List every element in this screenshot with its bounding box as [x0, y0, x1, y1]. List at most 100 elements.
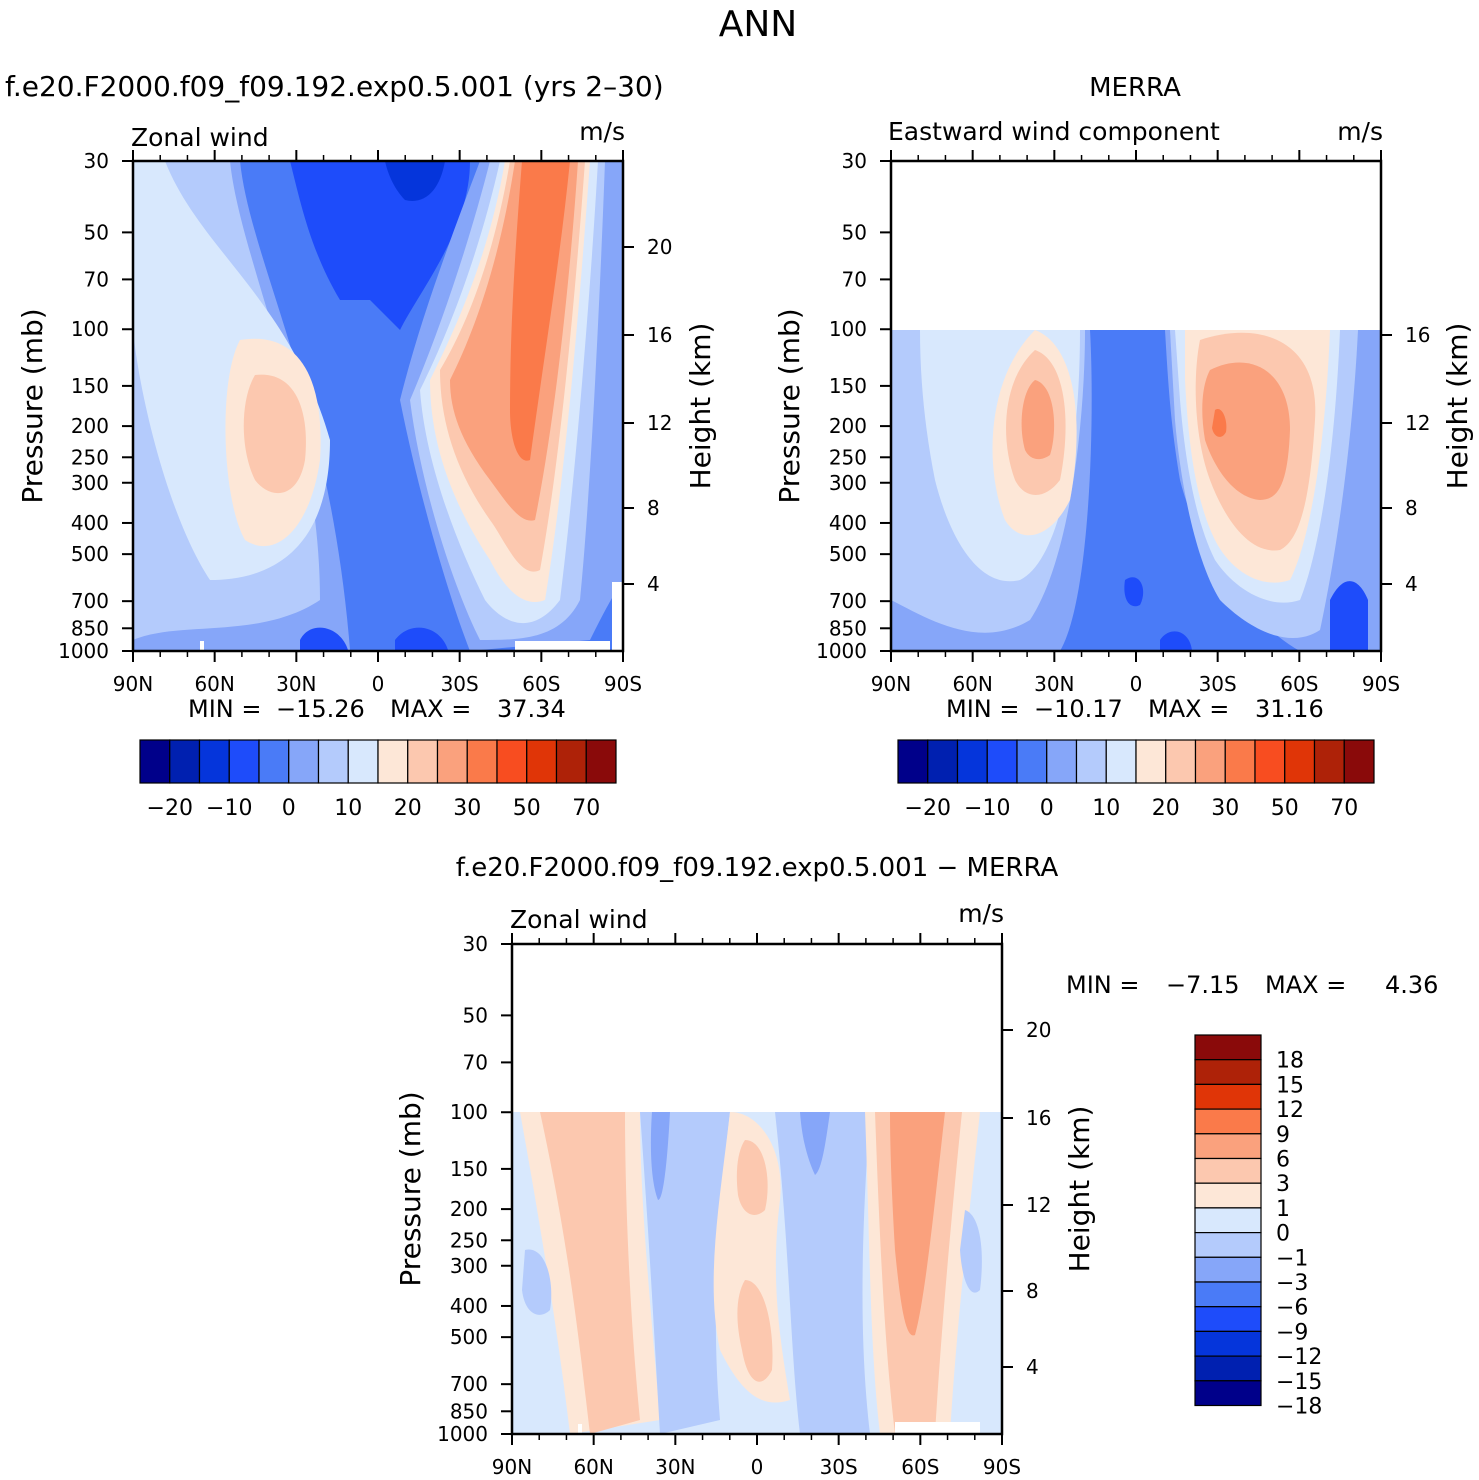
- colorbar-swatch: [986, 739, 1018, 784]
- contour-fill: [775, 1112, 870, 1434]
- contour-fill: [243, 374, 306, 494]
- lat-tick-label: 30N: [276, 672, 316, 696]
- pressure-tick-label: 100: [450, 1100, 488, 1124]
- colorbar-swatch: [897, 739, 929, 784]
- panel-obs-variable: Eastward wind component: [888, 117, 1220, 146]
- min-value: −10.17: [1034, 695, 1123, 723]
- colorbar-swatch: [198, 739, 230, 784]
- pressure-tick-label: 250: [829, 445, 867, 469]
- min-label: MIN =: [946, 695, 1019, 723]
- height-tick-label: 8: [647, 496, 660, 520]
- colorbar-swatch: [1194, 1256, 1262, 1283]
- colorbar-label: 0: [1040, 796, 1054, 821]
- colorbar-swatch: [526, 739, 558, 784]
- colorbar-label: 50: [513, 796, 541, 821]
- page-title: ANN: [719, 4, 798, 45]
- panel-model-minmax: MIN = −15.26 MAX = 37.34: [188, 695, 566, 723]
- pressure-tick-label: 200: [829, 414, 867, 438]
- pressure-tick-label: 30: [842, 149, 867, 173]
- lat-tick-label: 30S: [820, 1455, 858, 1479]
- panel-model-units: m/s: [579, 117, 625, 146]
- lat-tick-label: 90N: [113, 672, 153, 696]
- lat-tick-label: 60N: [952, 672, 992, 696]
- height-tick-label: 20: [1026, 1018, 1051, 1042]
- lat-tick-label: 30N: [655, 1455, 695, 1479]
- height-tick-label: 20: [647, 235, 672, 259]
- panel-diff-title: f.e20.F2000.f09_f09.192.exp0.5.001 − MER…: [456, 853, 1059, 883]
- colorbar-swatch: [288, 739, 320, 784]
- colorbar-swatch: [1016, 739, 1048, 784]
- colorbar-label: −3: [1276, 1271, 1308, 1296]
- colorbar-swatch: [258, 739, 290, 784]
- pressure-tick-label: 700: [829, 589, 867, 613]
- contour-fill: [540, 1112, 640, 1434]
- colorbar-swatch: [1194, 1059, 1262, 1085]
- colorbar-label: −15: [1276, 1370, 1322, 1395]
- lat-tick-label: 60S: [522, 672, 560, 696]
- pressure-tick-label: 250: [71, 445, 109, 469]
- colorbar-swatch: [228, 739, 260, 784]
- lat-tick-label: 60N: [573, 1455, 613, 1479]
- colorbar-swatch: [1194, 1034, 1262, 1061]
- colorbar-label: 70: [1330, 796, 1358, 821]
- colorbar-label: 0: [1276, 1222, 1290, 1247]
- pressure-tick-label: 1000: [437, 1422, 488, 1446]
- pressure-tick-label: 150: [71, 374, 109, 398]
- pressure-tick-label: 850: [71, 616, 109, 640]
- height-tick-label: 16: [1026, 1106, 1051, 1130]
- height-tick-label: 4: [1405, 572, 1418, 596]
- panel-model-right-ylabel: Height (km): [684, 323, 717, 490]
- lat-tick-label: 60S: [901, 1455, 939, 1479]
- missing-data: [578, 1424, 582, 1434]
- colorbar-label: 70: [572, 796, 600, 821]
- contour-fill: [1160, 631, 1192, 651]
- max-value: 31.16: [1255, 695, 1324, 723]
- pressure-tick-label: 70: [84, 267, 109, 291]
- colorbar-label: −12: [1276, 1345, 1322, 1370]
- colorbar-swatch: [347, 739, 379, 784]
- colorbar-label: 1: [1276, 1197, 1290, 1222]
- contour-fill: [385, 161, 445, 201]
- lat-tick-label: 90S: [604, 672, 642, 696]
- colorbar-swatch: [1194, 1083, 1262, 1110]
- pressure-tick-label: 70: [842, 267, 867, 291]
- lat-tick-label: 30N: [1034, 672, 1074, 696]
- lat-tick-label: 0: [1130, 672, 1143, 696]
- panel-diff-ylabel: Pressure (mb): [394, 1091, 427, 1286]
- colorbar-label: 20: [394, 796, 422, 821]
- lat-tick-label: 90S: [983, 1455, 1021, 1479]
- contour-fill: [1124, 577, 1144, 607]
- colorbar-swatch: [436, 739, 468, 784]
- colorbar-swatch: [466, 739, 498, 784]
- colorbar-swatch: [956, 739, 988, 784]
- colorbar-label: 50: [1271, 796, 1299, 821]
- colorbar-swatch: [1224, 739, 1256, 784]
- pressure-tick-label: 500: [71, 542, 109, 566]
- pressure-tick-label: 850: [829, 616, 867, 640]
- contour-fill: [640, 1112, 730, 1434]
- merra-eastward-wind-plot: [891, 330, 1381, 651]
- pressure-tick-label: 50: [84, 220, 109, 244]
- pressure-tick-label: 250: [450, 1228, 488, 1252]
- panel-diff-units: m/s: [958, 899, 1004, 928]
- colorbar-swatch: [169, 739, 201, 784]
- colorbar-label: 12: [1276, 1098, 1304, 1123]
- contour-fill: [960, 1210, 982, 1293]
- pressure-tick-label: 100: [71, 317, 109, 341]
- height-tick-label: 8: [1405, 496, 1418, 520]
- colorbar-label: 30: [453, 796, 481, 821]
- colorbar-swatch: [927, 739, 959, 784]
- pressure-tick-label: 200: [71, 414, 109, 438]
- panel-obs-units: m/s: [1337, 117, 1383, 146]
- contour-fill: [800, 1112, 830, 1175]
- pressure-tick-label: 700: [71, 589, 109, 613]
- panel-diff-variable: Zonal wind: [510, 905, 648, 934]
- contour-fill: [650, 1112, 670, 1200]
- colorbar-swatch: [1194, 1207, 1262, 1234]
- colorbar-label: 18: [1276, 1049, 1304, 1074]
- colorbar-label: −10: [964, 796, 1010, 821]
